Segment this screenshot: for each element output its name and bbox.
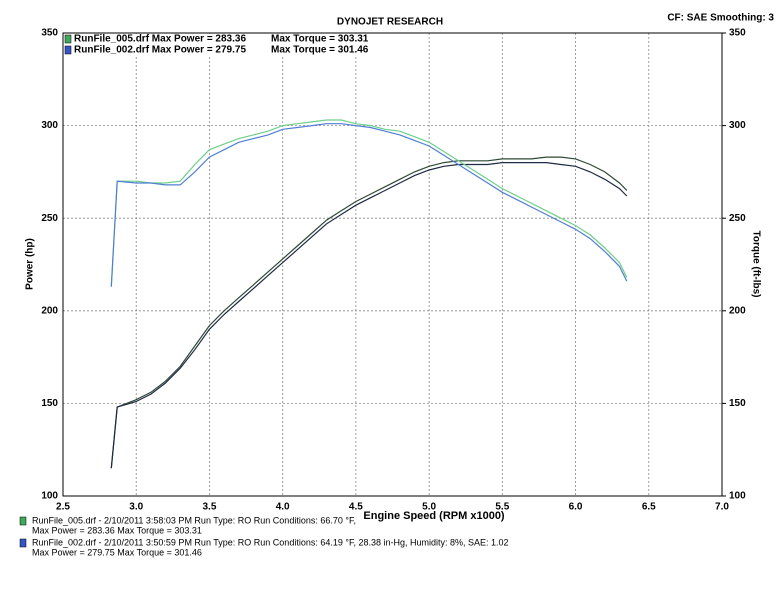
y-tick-label: 100 <box>41 491 58 502</box>
series-line <box>110 162 628 469</box>
x-tick-label: 6.5 <box>642 502 656 513</box>
x-tick-label: 4.0 <box>276 502 290 513</box>
x-tick-label: 3.0 <box>129 502 143 513</box>
y-axis-label: Power (hp) <box>25 238 36 290</box>
plot-frame <box>62 32 723 497</box>
settings-label: CF: SAE Smoothing: 3 <box>667 13 774 24</box>
x-tick-label: 5.0 <box>422 502 436 513</box>
x-tick-label: 6.0 <box>569 502 583 513</box>
note-swatch <box>19 538 27 548</box>
legend-torque: Max Torque = 301.46 <box>271 45 369 56</box>
legend-file: RunFile_002.drf Max Power = 279.75 <box>74 45 246 56</box>
y2-tick-label: 150 <box>729 398 746 409</box>
legend-swatch <box>64 45 72 55</box>
y2-axis-label: Torque (ft-lbs) <box>750 230 761 297</box>
note-line: Max Power = 279.75 Max Torque = 301.46 <box>32 547 202 557</box>
series-line <box>110 156 628 469</box>
x-tick-label: 2.5 <box>56 502 70 513</box>
note-line: RunFile_002.drf - 2/10/2011 3:50:59 PM R… <box>32 537 509 547</box>
legend-box <box>64 34 394 56</box>
legend-file: RunFile_005.drf Max Power = 283.36 <box>74 34 246 45</box>
legend-torque: Max Torque = 303.31 <box>271 34 369 45</box>
y2-tick-label: 350 <box>729 28 746 39</box>
y2-tick-label: 250 <box>729 213 746 224</box>
y2-tick-label: 200 <box>729 305 746 316</box>
y-tick-label: 150 <box>41 398 58 409</box>
note-line: RunFile_005.drf - 2/10/2011 3:58:03 PM R… <box>32 515 356 525</box>
legend-swatch <box>64 34 72 44</box>
x-tick-label: 5.5 <box>495 502 509 513</box>
y-tick-label: 300 <box>41 120 58 131</box>
x-axis-label: Engine Speed (RPM x1000) <box>363 510 505 522</box>
y-tick-label: 200 <box>41 305 58 316</box>
y2-tick-label: 300 <box>729 120 746 131</box>
y-tick-label: 350 <box>41 28 58 39</box>
series-line <box>110 119 628 287</box>
chart-title: DYNOJET RESEARCH <box>337 17 443 28</box>
note-line: Max Power = 283.36 Max Torque = 303.31 <box>32 525 202 535</box>
x-tick-label: 3.5 <box>202 502 216 513</box>
y2-tick-label: 100 <box>729 491 746 502</box>
y-tick-label: 250 <box>41 213 58 224</box>
series-line <box>110 123 628 287</box>
note-swatch <box>19 516 27 526</box>
x-tick-label: 7.0 <box>715 502 729 513</box>
x-tick-label: 4.5 <box>349 502 363 513</box>
